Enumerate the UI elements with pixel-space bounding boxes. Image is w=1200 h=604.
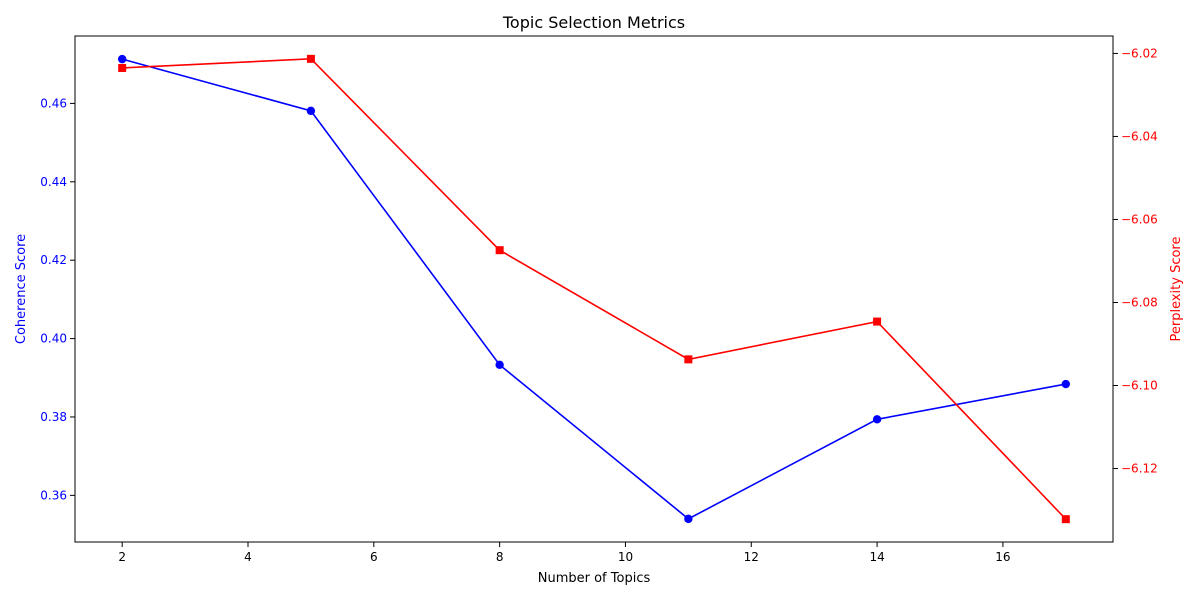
axes-layer: 2 4 6 8 10 12 14 16 0.36 0.38 0.40 0.42 0.44 0.46 −6.1… [40, 35, 1158, 564]
coherence-series-line [121, 58, 1066, 520]
plot-frame [74, 35, 1114, 543]
right-y-tick-label: −6.10 [1121, 379, 1158, 393]
perplexity-point [306, 54, 315, 63]
right-y-tick-label: −6.12 [1121, 462, 1158, 476]
coherence-point [1061, 379, 1071, 389]
x-tick-label: 4 [244, 550, 252, 564]
chart-title: Topic Selection Metrics [502, 13, 685, 32]
coherence-point [117, 54, 127, 64]
left-y-tick-label: 0.46 [40, 96, 67, 110]
right-y-tick-label: −6.06 [1121, 212, 1158, 226]
perplexity-point [495, 246, 504, 255]
right-y-tick-label: −6.08 [1121, 295, 1158, 309]
left-y-axis-label: Coherence Score [14, 234, 29, 344]
left-y-tick-label: 0.40 [40, 332, 67, 346]
left-y-tick-label: 0.36 [40, 488, 67, 502]
perplexity-point [1061, 515, 1070, 524]
perplexity-point [118, 63, 127, 72]
x-tick-label: 8 [496, 550, 504, 564]
coherence-point [306, 106, 316, 116]
x-tick-label: 2 [118, 550, 126, 564]
coherence-point [684, 514, 693, 524]
coherence-point [872, 415, 882, 424]
x-tick-label: 16 [995, 550, 1010, 564]
x-axis-label: Number of Topics [538, 571, 651, 586]
perplexity-series-line [122, 58, 1067, 520]
right-y-tick-label: −6.04 [1121, 129, 1158, 143]
right-y-tick-label: −6.02 [1121, 46, 1158, 60]
x-tick-label: 6 [370, 550, 378, 564]
x-tick-label: 10 [618, 550, 633, 564]
x-tick-label: 14 [869, 550, 884, 564]
plot-layer [117, 54, 1071, 524]
x-tick-label: 12 [744, 550, 759, 564]
left-y-tick-label: 0.42 [40, 253, 67, 267]
coherence-point [495, 360, 504, 370]
perplexity-point [684, 355, 693, 364]
left-y-tick-label: 0.44 [40, 175, 67, 189]
perplexity-point [873, 317, 882, 326]
left-y-tick-label: 0.38 [40, 410, 67, 424]
right-y-axis-label: Perplexity Score [1169, 237, 1184, 342]
